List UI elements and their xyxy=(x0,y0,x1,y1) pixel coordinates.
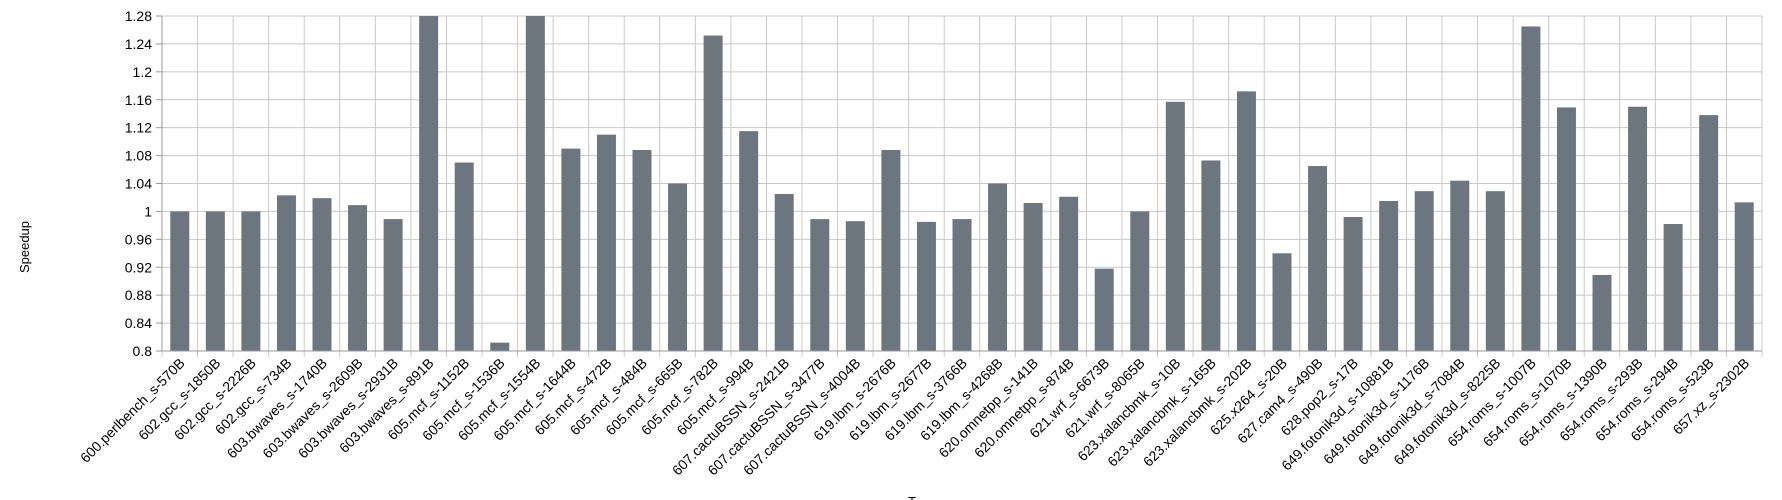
bar xyxy=(1592,274,1612,351)
y-tick-label: 1.16 xyxy=(125,92,152,108)
bar xyxy=(916,221,936,351)
bar xyxy=(525,16,545,351)
y-tick-label: 0.84 xyxy=(125,315,152,331)
y-tick-label: 1.28 xyxy=(125,8,152,24)
bar xyxy=(348,205,368,351)
bar xyxy=(1628,106,1648,352)
bar xyxy=(1130,211,1150,351)
bar xyxy=(1663,223,1683,351)
bar xyxy=(703,35,723,352)
y-tick-label: 1.2 xyxy=(133,64,153,80)
bar xyxy=(1023,203,1043,351)
y-tick-label: 0.8 xyxy=(133,343,153,359)
bar xyxy=(383,219,403,351)
bar xyxy=(454,162,474,351)
bar xyxy=(1272,253,1292,351)
bar xyxy=(1556,107,1576,351)
bar xyxy=(952,219,972,351)
y-tick-label: 0.96 xyxy=(125,231,152,247)
bar xyxy=(774,193,794,351)
y-tick-label: 1.24 xyxy=(125,36,152,52)
bar xyxy=(1094,268,1114,351)
bar xyxy=(1485,191,1505,351)
bar xyxy=(632,150,652,351)
bar xyxy=(205,211,225,351)
axes xyxy=(156,15,1762,352)
y-tick-label: 0.88 xyxy=(125,287,152,303)
bar xyxy=(490,342,510,351)
bar xyxy=(241,211,261,351)
bar xyxy=(1521,26,1541,351)
bar xyxy=(170,211,190,351)
bar xyxy=(845,221,865,351)
bar xyxy=(596,134,616,351)
bars xyxy=(170,16,1754,352)
bar xyxy=(419,16,439,351)
bar xyxy=(810,219,830,351)
x-tick-labels: 600.perlbench_s-570B602.gcc_s-1850B602.g… xyxy=(77,355,1752,479)
y-tick-labels: 0.8 0.84 0.88 0.92 0.96 1 1.04 1.08 1.12 1.16 1.2 1… xyxy=(125,8,152,359)
bar xyxy=(1308,166,1328,351)
bar xyxy=(668,183,688,351)
bar xyxy=(1734,202,1754,351)
bar xyxy=(988,183,1008,351)
bar xyxy=(739,131,759,351)
y-tick-label: 1.12 xyxy=(125,120,152,136)
x-axis-title: T xyxy=(908,494,916,500)
bar xyxy=(1379,200,1399,351)
bar xyxy=(1414,191,1434,351)
bar xyxy=(312,198,332,351)
bar xyxy=(561,148,581,351)
y-tick-label: 1.04 xyxy=(125,176,152,192)
y-tick-label: 1.08 xyxy=(125,148,152,164)
bar xyxy=(1343,217,1363,351)
bar xyxy=(881,150,901,351)
bar xyxy=(1699,115,1719,352)
bar xyxy=(1236,91,1256,351)
y-axis-title: Speedup xyxy=(17,221,32,273)
bar xyxy=(1165,101,1185,351)
bar xyxy=(1059,196,1079,351)
bar xyxy=(1201,160,1221,351)
y-tick-label: 1 xyxy=(144,203,152,219)
bar xyxy=(1450,180,1470,351)
bar xyxy=(276,195,296,351)
y-tick-label: 0.92 xyxy=(125,259,152,275)
